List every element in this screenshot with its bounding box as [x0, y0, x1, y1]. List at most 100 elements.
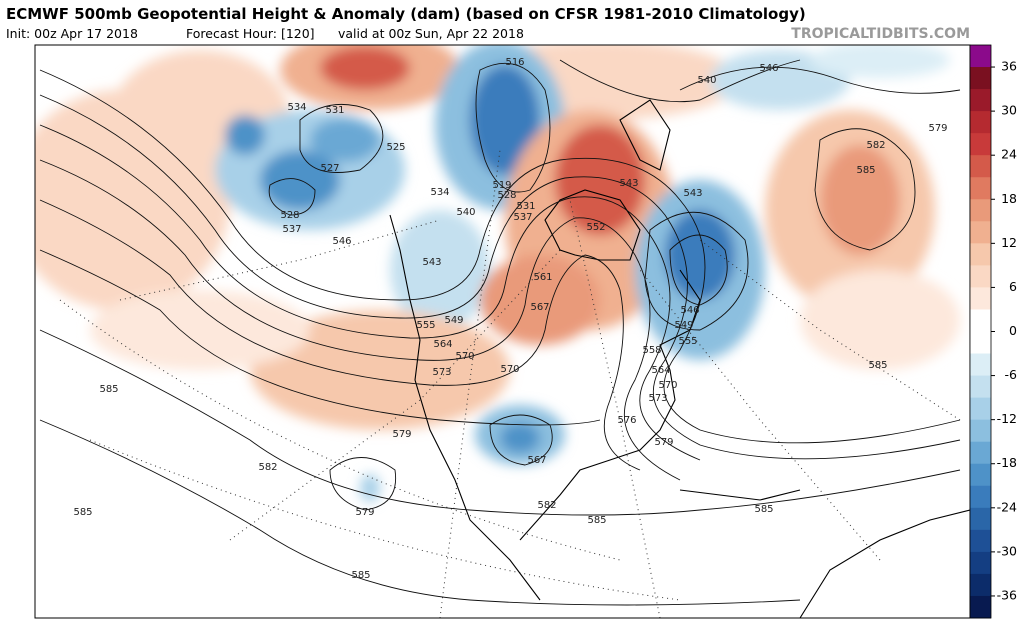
map: 534 531 525 527 528 537 546 516 540 546 579 582 585 5…: [35, 45, 970, 618]
colorbar-tick-label: 12: [1001, 235, 1017, 250]
colorbar-segment: [970, 111, 991, 134]
colorbar-segment: [970, 529, 991, 553]
contour-label: 579: [654, 437, 673, 448]
contour-label: 561: [533, 272, 552, 283]
colorbar-tick-label: -12: [997, 411, 1017, 426]
colorbar-tick-label: 30: [1001, 103, 1017, 118]
graticule: [59, 149, 961, 618]
contour-label: 585: [587, 515, 606, 526]
contour-label: 543: [683, 188, 702, 199]
contour-label: 585: [99, 384, 118, 395]
source-credit: TROPICALTIDBITS.COM: [791, 26, 970, 42]
contour-label: 534: [430, 187, 449, 198]
colorbar-segment: [970, 199, 991, 222]
contour-label: 567: [530, 302, 549, 313]
colorbar-segment: [970, 573, 991, 597]
colorbar-tick-label: -6: [1005, 367, 1018, 382]
contour-label: 527: [320, 163, 339, 174]
contour-label: 573: [432, 367, 451, 378]
colorbar-segment: [970, 463, 991, 487]
contour-label: 579: [355, 507, 374, 518]
contour-label: 528: [497, 190, 516, 201]
colorbar-segment: [970, 397, 991, 421]
contour-label: 567: [527, 455, 546, 466]
contour-label: 552: [586, 222, 605, 233]
colorbar-segment: [970, 287, 991, 310]
contour-label: 540: [697, 75, 716, 86]
contour-label: 543: [619, 178, 638, 189]
contour-label: 573: [648, 393, 667, 404]
contour-label: 564: [651, 365, 670, 376]
contour-label: 537: [513, 212, 532, 223]
contour-label: 519: [492, 180, 511, 191]
contour-label: 582: [866, 140, 885, 151]
contour-label: 528: [280, 210, 299, 221]
colorbar-tick-label: -30: [997, 543, 1017, 558]
colorbar-tick-label: -18: [997, 455, 1017, 470]
contour-label: 549: [674, 320, 693, 331]
colorbar-segment: [970, 485, 991, 509]
colorbar-tick-label: 18: [1001, 191, 1017, 206]
colorbar-segment: [970, 353, 991, 377]
colorbar-segment: [970, 595, 991, 619]
colorbar-segment: [970, 133, 991, 156]
colorbar-segment: [970, 309, 991, 332]
contour-label: 585: [73, 507, 92, 518]
colorbar-tick-label: 24: [1001, 147, 1017, 162]
contour-label: 555: [416, 320, 435, 331]
colorbar-segment: [970, 375, 991, 399]
contour-label: 537: [282, 224, 301, 235]
height-contours: [39, 59, 961, 606]
contour-label: 531: [516, 201, 535, 212]
contour-label: 555: [678, 336, 697, 347]
colorbar-segment: [970, 89, 991, 112]
colorbar-segment: [970, 155, 991, 178]
colorbar-segment: [970, 265, 991, 288]
colorbar-tick-label: 36: [1001, 59, 1017, 74]
colorbar-segment: [970, 45, 991, 68]
contour-label: 570: [500, 364, 519, 375]
contour-label: 582: [537, 500, 556, 511]
contour-label: 570: [658, 380, 677, 391]
contour-label: 585: [351, 570, 370, 581]
contour-label: 546: [680, 305, 699, 316]
contour-labels: 534 531 525 527 528 537 546 516 540 546 579 582 585 5…: [73, 57, 947, 581]
contour-label: 546: [332, 236, 351, 247]
colorbar-tick-label: -36: [997, 587, 1017, 602]
colorbar-segment: [970, 221, 991, 244]
colorbar-segment: [970, 67, 991, 90]
contour-label: 579: [928, 123, 947, 134]
coastlines: [389, 99, 970, 618]
contour-label: 516: [505, 57, 524, 68]
contour-label: 576: [617, 415, 636, 426]
colorbar-segment: [970, 177, 991, 200]
init-time: Init: 00z Apr 17 2018: [6, 26, 138, 41]
colorbar: 36 30 24 18 12 6 0 -6 -12 -18 -24 -30 -36: [969, 44, 1018, 619]
contour-label: 525: [386, 142, 405, 153]
contour-label: 570: [455, 351, 474, 362]
colorbar-segment: [970, 441, 991, 465]
contour-label: 579: [392, 429, 411, 440]
colorbar-segment: [970, 331, 991, 355]
colorbar-segment: [970, 243, 991, 266]
contour-label: 534: [287, 102, 306, 113]
colorbar-tick-label: 0: [1009, 323, 1017, 338]
colorbar-tick-label: -24: [997, 499, 1017, 514]
contour-label: 543: [422, 257, 441, 268]
contour-label: 531: [325, 105, 344, 116]
colorbar-tick-label: 6: [1009, 279, 1017, 294]
contour-label: 540: [456, 207, 475, 218]
colorbar-segment: [970, 551, 991, 575]
contour-label: 558: [642, 345, 661, 356]
contour-label: 582: [258, 462, 277, 473]
contour-label: 585: [856, 165, 875, 176]
contour-label: 585: [754, 504, 773, 515]
colorbar-segment: [970, 419, 991, 443]
contour-label: 549: [444, 315, 463, 326]
colorbar-segment: [970, 507, 991, 531]
contour-label: 564: [433, 339, 452, 350]
forecast-hour: Forecast Hour: [120]: [186, 26, 315, 41]
valid-time: valid at 00z Sun, Apr 22 2018: [338, 26, 524, 41]
